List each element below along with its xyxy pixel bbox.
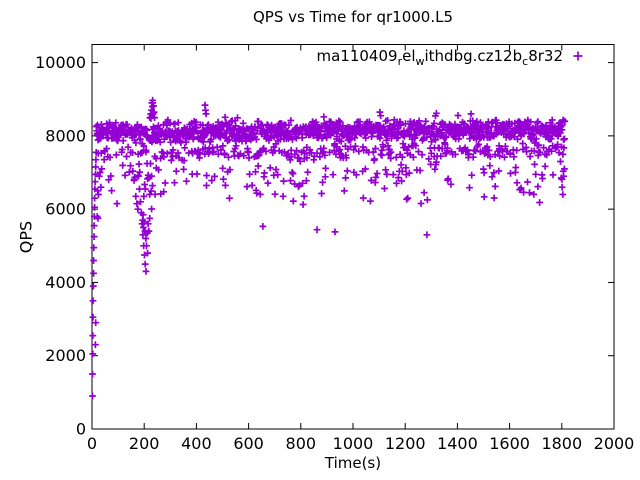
legend-label-text: 8r32 [528,47,563,65]
legend-label-subscript: r [397,55,403,68]
x-tick-label: 0 [87,434,97,453]
x-axis-label: Time(s) [324,454,382,472]
legend-label-subscript: w [415,55,425,68]
chart-title: QPS vs Time for qr1000.L5 [252,8,453,26]
x-tick-label: 1000 [333,434,374,453]
x-tick-label: 400 [181,434,212,453]
legend-label-text: el [402,47,416,65]
y-tick-label: 6000 [45,200,86,219]
x-tick-label: 1200 [385,434,426,453]
x-tick-label: 1400 [437,434,478,453]
x-tick-label: 200 [129,434,160,453]
y-tick-label: 4000 [45,273,86,292]
legend-label-text: ma110409 [316,47,398,65]
data-points [89,96,569,400]
x-tick-label: 800 [286,434,317,453]
x-tick-label: 2000 [594,434,635,453]
y-tick-label: 8000 [45,126,86,145]
legend-series-label: ma110409relwithdbg.cz12bc8r32 [316,47,563,68]
y-tick-label: 2000 [45,346,86,365]
plot-border [91,44,615,430]
y-tick-label: 10000 [35,53,86,72]
legend: ma110409relwithdbg.cz12bc8r32 [316,47,584,68]
x-tick-label: 1800 [541,434,582,453]
plus-marker-icon [572,48,584,66]
legend-label-subscript: c [522,55,529,68]
x-tick-label: 1600 [489,434,530,453]
x-tick-label: 600 [233,434,264,453]
legend-label-text: ithdbg.cz12b [424,47,523,65]
y-tick-label: 0 [76,420,86,439]
